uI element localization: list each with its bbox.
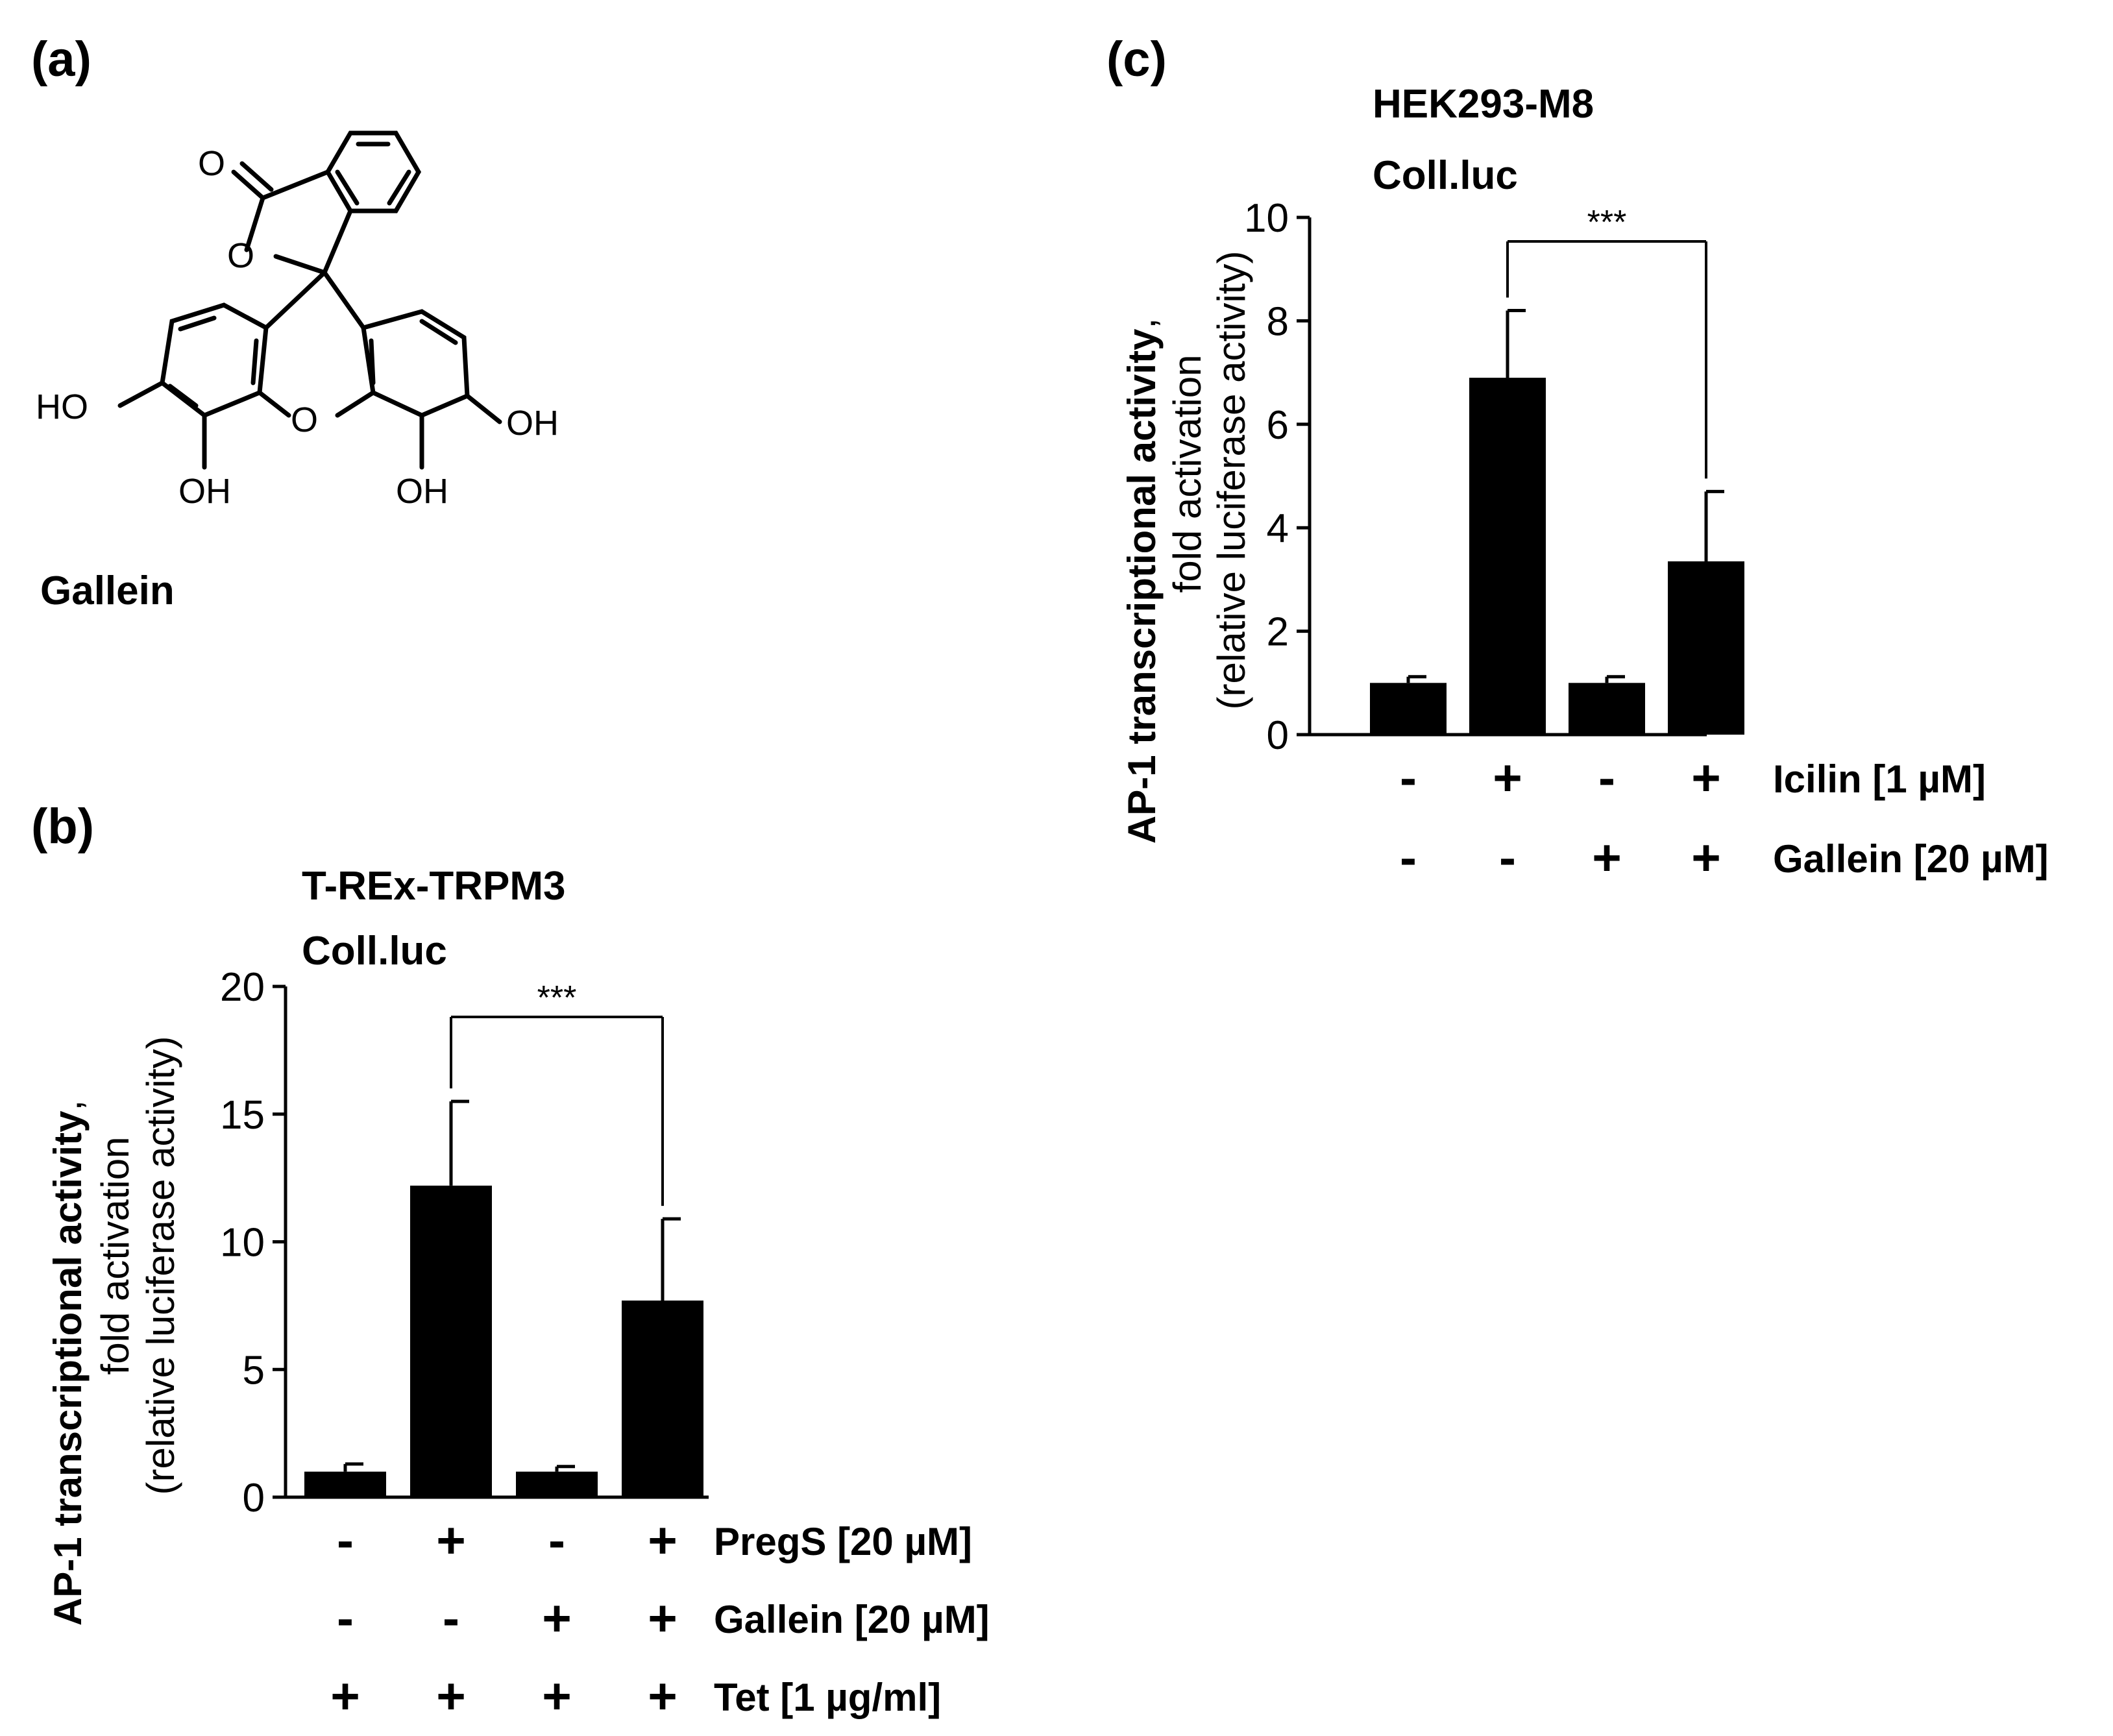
panel-c-treatment-sign: + — [1493, 749, 1522, 806]
panel-b-treatment-label: Gallein [20 µM] — [714, 1598, 990, 1641]
hydroxyl-bottom-left: OH — [178, 472, 231, 511]
panel-b-reporter: Coll.luc — [302, 929, 447, 973]
panel-b-treatment-sign: + — [330, 1667, 360, 1724]
panel-b-y-tick-label: 10 — [220, 1221, 265, 1265]
panel-b-y-axis-label-line2: fold activation — [93, 1137, 137, 1375]
panel-c-y-tick-label: 8 — [1267, 299, 1289, 344]
panel-b-y-tick-label: 20 — [220, 965, 265, 1010]
panel-c-label: (c) — [1106, 32, 1167, 87]
carbonyl-oxygen: O — [198, 144, 225, 183]
panel-b-label: (b) — [31, 799, 95, 854]
gallein-structure: O O O HO OH OH OH — [36, 130, 559, 511]
panel-c-cell-line: HEK293-M8 — [1373, 82, 1594, 127]
panel-c-chart: AP-1 transcriptional activity, fold acti… — [1120, 196, 2049, 886]
panel-b-treatment-sign: - — [337, 1589, 354, 1646]
panel-c-treatment-label: Icilin [1 µM] — [1773, 757, 1986, 801]
compound-name: Gallein — [40, 568, 175, 613]
panel-c-treatment-sign: - — [1499, 829, 1516, 886]
panel-b-y-tick-label: 5 — [243, 1348, 265, 1393]
panel-b-treatment-sign: + — [542, 1667, 572, 1724]
panel-b-y-tick-label: 15 — [220, 1093, 265, 1138]
panel-b-treatment-sign: - — [548, 1511, 565, 1569]
panel-c-treatment-sign: - — [1400, 829, 1417, 886]
panel-b-treatment-sign: + — [436, 1511, 466, 1569]
panel-b-treatment-sign: + — [436, 1667, 466, 1724]
panel-c-significance-label: *** — [1587, 204, 1627, 241]
panel-c-reporter: Coll.luc — [1373, 153, 1518, 198]
panel-c-treatment-sign: + — [1691, 829, 1721, 886]
panel-b-y-axis-label-line3: (relative luciferase activity) — [139, 1036, 182, 1495]
panel-b-treatment-sign: - — [443, 1589, 459, 1646]
panel-c-bar — [1469, 378, 1546, 735]
hydroxyl-bottom-right: OH — [396, 472, 448, 511]
panel-c-treatment-label: Gallein [20 µM] — [1773, 837, 2049, 881]
panel-b-treatment-sign: - — [337, 1511, 354, 1569]
lactone-oxygen: O — [227, 236, 254, 275]
panel-b-y-tick-label: 0 — [243, 1476, 265, 1521]
panel-b-treatment-label: PregS [20 µM] — [714, 1520, 972, 1563]
panel-c-treatment-sign: + — [1691, 749, 1721, 806]
panel-a-label: (a) — [31, 32, 92, 87]
panel-b-treatment-sign: + — [542, 1589, 572, 1646]
panel-c-treatment-sign: - — [1400, 749, 1417, 806]
panel-c-y-tick-label: 2 — [1267, 610, 1289, 655]
panel-c-bar — [1569, 683, 1645, 735]
panel-c-y-tick-label: 0 — [1267, 713, 1289, 758]
panel-b-y-axis-label-bold: AP-1 transcriptional activity, — [46, 1100, 90, 1626]
panel-b-bar — [622, 1301, 703, 1497]
panel-b-cell-line: T-REx-TRPM3 — [302, 864, 566, 909]
xanthene-oxygen: O — [291, 400, 318, 439]
hydroxyl-right: OH — [506, 404, 559, 443]
panel-c-y-tick-label: 10 — [1244, 196, 1289, 241]
panel-c-bar — [1668, 561, 1744, 735]
panel-b-significance-label: *** — [537, 979, 577, 1017]
panel-c-bar — [1370, 683, 1447, 735]
panel-b-treatment-sign: + — [648, 1511, 678, 1569]
panel-c-treatment-sign: - — [1598, 749, 1615, 806]
panel-c-treatment-sign: + — [1592, 829, 1622, 886]
panel-c-y-tick-label: 6 — [1267, 403, 1289, 448]
panel-b-bar — [304, 1471, 386, 1497]
panel-c-y-axis-label-line2: fold activation — [1166, 355, 1209, 593]
panel-b-chart: AP-1 transcriptional activity, fold acti… — [46, 965, 990, 1724]
panel-b-bar — [410, 1185, 492, 1497]
panel-b-treatment-sign: + — [648, 1589, 678, 1646]
panel-c-y-axis-label-bold: AP-1 transcriptional activity, — [1120, 318, 1164, 844]
panel-b-treatment-label: Tet [1 µg/ml] — [714, 1676, 941, 1719]
panel-b-bar — [516, 1471, 598, 1497]
panel-c-y-axis-label-line3: (relative luciferase activity) — [1210, 251, 1253, 710]
panel-b-treatment-sign: + — [648, 1667, 678, 1724]
panel-c-y-tick-label: 4 — [1267, 506, 1289, 551]
hydroxyl-left: HO — [36, 387, 88, 426]
